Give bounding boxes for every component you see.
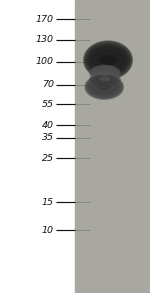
Text: 10: 10 (42, 226, 54, 234)
Text: 25: 25 (42, 154, 54, 163)
Ellipse shape (85, 42, 131, 78)
Ellipse shape (94, 75, 116, 83)
Text: 55: 55 (42, 100, 54, 108)
Ellipse shape (92, 67, 118, 79)
Ellipse shape (91, 80, 118, 94)
Ellipse shape (93, 82, 116, 92)
Ellipse shape (90, 65, 120, 81)
Text: 40: 40 (42, 121, 54, 130)
Ellipse shape (92, 74, 118, 84)
Ellipse shape (87, 77, 121, 97)
Ellipse shape (87, 44, 129, 76)
Text: 100: 100 (36, 57, 54, 66)
Ellipse shape (92, 50, 124, 70)
Bar (75, 0, 150, 293)
Ellipse shape (95, 69, 115, 77)
Ellipse shape (94, 69, 116, 78)
Ellipse shape (91, 73, 119, 85)
Ellipse shape (95, 76, 115, 83)
Ellipse shape (86, 76, 122, 98)
Ellipse shape (100, 71, 110, 75)
Ellipse shape (85, 75, 123, 99)
Ellipse shape (91, 49, 125, 71)
Ellipse shape (100, 78, 110, 81)
Text: 170: 170 (36, 15, 54, 23)
Ellipse shape (89, 47, 127, 73)
Text: 15: 15 (42, 198, 54, 207)
Bar (0, 0, 75, 293)
Ellipse shape (90, 72, 120, 86)
Ellipse shape (92, 67, 118, 80)
Ellipse shape (93, 68, 117, 79)
Ellipse shape (88, 46, 128, 74)
Ellipse shape (88, 78, 120, 96)
Text: 130: 130 (36, 35, 54, 44)
Ellipse shape (90, 79, 119, 95)
Text: 35: 35 (42, 133, 54, 142)
Ellipse shape (84, 41, 132, 79)
Text: 70: 70 (42, 81, 54, 89)
Ellipse shape (93, 74, 117, 84)
Ellipse shape (98, 84, 110, 90)
Ellipse shape (92, 74, 118, 85)
Ellipse shape (92, 81, 117, 93)
Ellipse shape (94, 52, 122, 68)
Ellipse shape (100, 56, 116, 64)
Ellipse shape (91, 66, 119, 81)
